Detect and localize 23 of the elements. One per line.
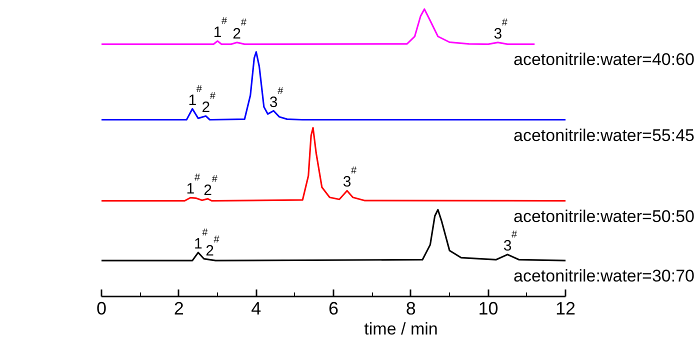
series-label: acetonitrile:water=55:45 (514, 126, 695, 145)
annotation: 2# (206, 234, 220, 260)
annotation: 3# (269, 86, 284, 111)
series-label: acetonitrile:water=50:50 (514, 206, 695, 226)
x-tick-label: 12 (556, 298, 576, 318)
annotation: 3# (342, 166, 358, 191)
annotation: 1# (188, 84, 202, 109)
x-tick-label: 0 (96, 298, 107, 318)
x-tick-label: 10 (478, 298, 498, 318)
annotation: 2# (204, 174, 218, 199)
annotation: 2# (232, 17, 247, 42)
x-tick-label: 6 (328, 298, 339, 318)
annotation: 1# (186, 172, 200, 198)
series-label: acetonitrile:water=30:70 (514, 266, 695, 286)
annotation: 1# (213, 16, 228, 42)
x-tick-label: 2 (174, 298, 184, 318)
series-label: acetonitrile:water=40:60 (514, 50, 695, 70)
x-tick-label: 4 (251, 298, 262, 318)
annotation: 2# (202, 91, 216, 116)
annotation: 3# (503, 230, 518, 255)
x-axis-title: time / min (364, 320, 438, 338)
annotation: 3# (494, 17, 508, 42)
x-tick-label: 8 (406, 298, 416, 318)
